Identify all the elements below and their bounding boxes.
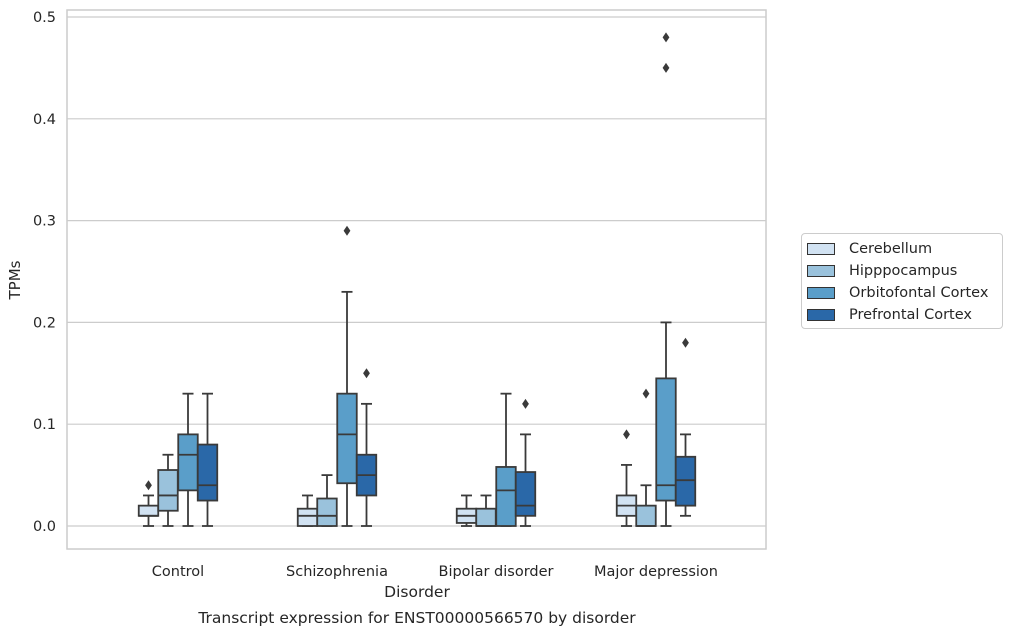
- y-tick-labels: 0.0 0.1 0.2 0.3 0.4 0.5: [33, 10, 56, 535]
- box: [514, 471, 537, 517]
- chart-caption: Transcript expression for ENST0000056657…: [197, 609, 636, 627]
- legend-label: Hipppocampus: [849, 263, 958, 279]
- x-tick-labels: Control Schizophrenia Bipolar disorder Majo…: [152, 564, 718, 580]
- box: [674, 455, 697, 507]
- box: [316, 497, 338, 527]
- plot-frame: [66, 9, 767, 550]
- box: [495, 466, 517, 527]
- outlier-marker: [522, 398, 529, 409]
- legend: Cerebellum Hipppocampus Orbitofontal Corte…: [801, 233, 1003, 329]
- box: [635, 504, 657, 527]
- outlier-marker: [343, 225, 351, 236]
- legend-item: Hipppocampus: [807, 260, 996, 282]
- x-tick-label: Control: [152, 564, 204, 580]
- outlier-marker: [363, 368, 370, 379]
- box-plot: [336, 225, 358, 527]
- legend-item: Cerebellum: [807, 238, 996, 260]
- y-tick-label: 0.2: [33, 315, 56, 331]
- outlier-marker: [662, 62, 670, 73]
- legend-item: Orbitofontal Cortex: [807, 282, 996, 304]
- box-plot: [635, 388, 657, 527]
- legend-swatch: [807, 243, 835, 255]
- box-layer: [137, 32, 697, 527]
- box-plot: [475, 494, 497, 527]
- box: [157, 469, 179, 512]
- outlier-marker: [682, 337, 689, 348]
- outlier-marker: [145, 480, 152, 491]
- box-plot: [514, 398, 537, 527]
- box-plot: [137, 480, 160, 527]
- legend-label: Orbitofontal Cortex: [849, 285, 989, 301]
- y-tick-label: 0.3: [33, 214, 56, 230]
- y-tick-label: 0.5: [33, 10, 56, 26]
- box-plot: [177, 392, 199, 527]
- legend-label: Cerebellum: [849, 241, 933, 257]
- box: [336, 392, 358, 485]
- legend-swatch: [807, 287, 835, 299]
- y-tick-label: 0.1: [33, 417, 56, 433]
- box-plot: [355, 368, 378, 527]
- box-plot: [495, 392, 517, 527]
- legend-swatch: [807, 265, 835, 277]
- outlier-marker: [642, 388, 650, 399]
- x-tick-label: Major depression: [594, 564, 718, 580]
- box-plot: [157, 453, 179, 527]
- box: [296, 507, 319, 527]
- y-tick-label: 0.0: [33, 519, 56, 535]
- box-plot: [615, 429, 638, 527]
- x-tick-label: Bipolar disorder: [439, 564, 554, 580]
- y-tick-label: 0.4: [33, 112, 56, 128]
- box-plot: [196, 392, 219, 527]
- box-plot: [655, 32, 677, 527]
- outlier-marker: [623, 429, 630, 440]
- box-plot: [296, 494, 319, 527]
- x-tick-label: Schizophrenia: [286, 564, 388, 580]
- legend-swatch: [807, 309, 835, 321]
- legend-label: Prefrontal Cortex: [849, 307, 972, 323]
- box: [137, 504, 160, 517]
- legend-item: Prefrontal Cortex: [807, 304, 996, 326]
- box: [475, 507, 497, 527]
- box-plot: [316, 474, 338, 527]
- outlier-marker: [662, 32, 670, 43]
- box: [177, 433, 199, 492]
- box: [655, 377, 677, 502]
- x-axis-label: Disorder: [384, 583, 450, 601]
- y-axis-label: TPMs: [6, 260, 24, 300]
- box-plot: [674, 337, 697, 517]
- box: [196, 443, 219, 502]
- box-plot: [455, 494, 478, 527]
